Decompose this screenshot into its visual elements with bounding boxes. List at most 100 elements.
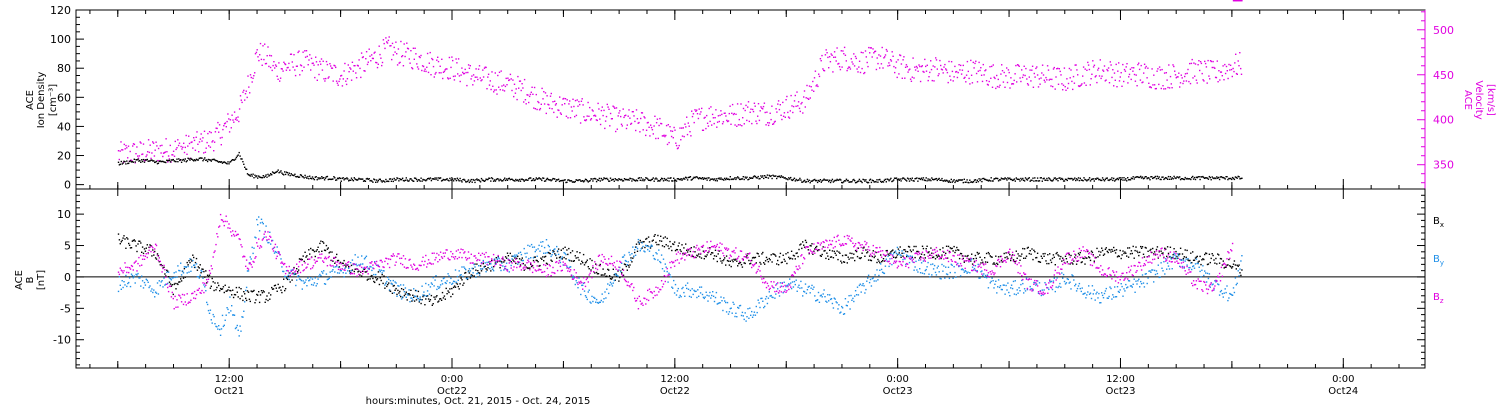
density-point [676, 178, 679, 180]
bx-point [700, 257, 703, 259]
bx-point [835, 254, 837, 256]
velocity-point [850, 58, 852, 60]
by-point [801, 287, 803, 289]
density-point [269, 174, 271, 176]
velocity-point [417, 68, 420, 70]
by-point [167, 271, 170, 273]
velocity-point [270, 55, 273, 57]
velocity-point [946, 71, 949, 74]
velocity-point [845, 60, 847, 62]
velocity-point [137, 157, 140, 159]
by-point [662, 258, 665, 260]
density-point [807, 180, 809, 183]
density-point [1092, 178, 1094, 180]
velocity-point [380, 57, 382, 59]
by-point [180, 274, 183, 276]
bx-point [225, 290, 227, 292]
density-point [725, 178, 727, 181]
density-point [125, 163, 127, 165]
bx-point [472, 267, 474, 270]
velocity-point [806, 84, 808, 87]
bx-point [403, 294, 406, 297]
density-ylabel-line2: Ion Density [36, 72, 47, 129]
density-point [1063, 180, 1066, 182]
density-point [640, 177, 642, 179]
density-point [346, 177, 348, 179]
top-panel-frame [75, 9, 1426, 190]
by-point [621, 256, 624, 258]
by-point [1166, 262, 1169, 264]
bx-point [536, 259, 538, 262]
velocity-point [935, 59, 938, 61]
bx-point [226, 290, 228, 292]
by-point [1008, 291, 1010, 294]
velocity-point [1097, 67, 1100, 69]
by-point [520, 253, 523, 256]
density-point [299, 174, 302, 176]
by-point [456, 275, 459, 278]
bx-point [140, 242, 142, 244]
velocity-point [481, 79, 483, 81]
bx-point [979, 256, 981, 258]
velocity-point [640, 117, 642, 120]
density-point [602, 178, 604, 181]
by-point [1094, 299, 1096, 301]
bx-point [1200, 263, 1202, 266]
velocity-point [251, 81, 253, 83]
bx-point [254, 302, 256, 304]
by-point [611, 285, 614, 287]
velocity-point [1054, 88, 1056, 90]
bx-point [204, 276, 206, 278]
density-point [849, 181, 851, 183]
bx-point [789, 258, 791, 260]
density-point [664, 179, 666, 181]
density-point [539, 177, 541, 180]
density-point [462, 179, 464, 181]
velocity-point [1018, 65, 1020, 67]
density-point [495, 178, 497, 181]
density-point [505, 178, 508, 180]
bx-point [222, 286, 225, 288]
bx-point [1191, 262, 1193, 264]
by-point [724, 300, 726, 302]
bx-point [725, 255, 728, 257]
velocity-point [413, 58, 415, 60]
by-point [1180, 259, 1183, 261]
bx-point [570, 260, 573, 262]
by-point [969, 272, 971, 274]
by-point [976, 270, 978, 272]
by-point [410, 297, 412, 299]
by-point [1112, 294, 1114, 296]
by-point [452, 282, 454, 284]
by-point [523, 247, 525, 250]
bx-point [351, 269, 354, 271]
bx-point [436, 295, 438, 297]
velocity-point [779, 104, 781, 106]
bx-point [494, 262, 497, 264]
bx-point [1102, 254, 1105, 256]
velocity-point [155, 141, 157, 143]
by-point [607, 283, 609, 285]
density-point [919, 178, 922, 181]
bx-point [375, 279, 378, 281]
bx-point [1007, 257, 1009, 260]
velocity-point [1198, 60, 1200, 62]
bx-point [1077, 252, 1080, 255]
density-point [364, 180, 367, 182]
by-point [281, 266, 283, 268]
bx-point [994, 263, 996, 265]
velocity-point [217, 121, 219, 124]
density-point [1203, 176, 1205, 179]
velocity-point [612, 105, 614, 107]
density-point [574, 180, 576, 183]
velocity-point [586, 115, 588, 117]
velocity-point [853, 65, 856, 67]
bx-point [1218, 262, 1221, 264]
by-point [595, 298, 598, 301]
by-point [348, 267, 350, 269]
density-point [1041, 180, 1043, 182]
density-point [713, 178, 716, 180]
bx-point [263, 291, 265, 293]
density-point [1181, 178, 1184, 180]
density-point [476, 178, 478, 180]
